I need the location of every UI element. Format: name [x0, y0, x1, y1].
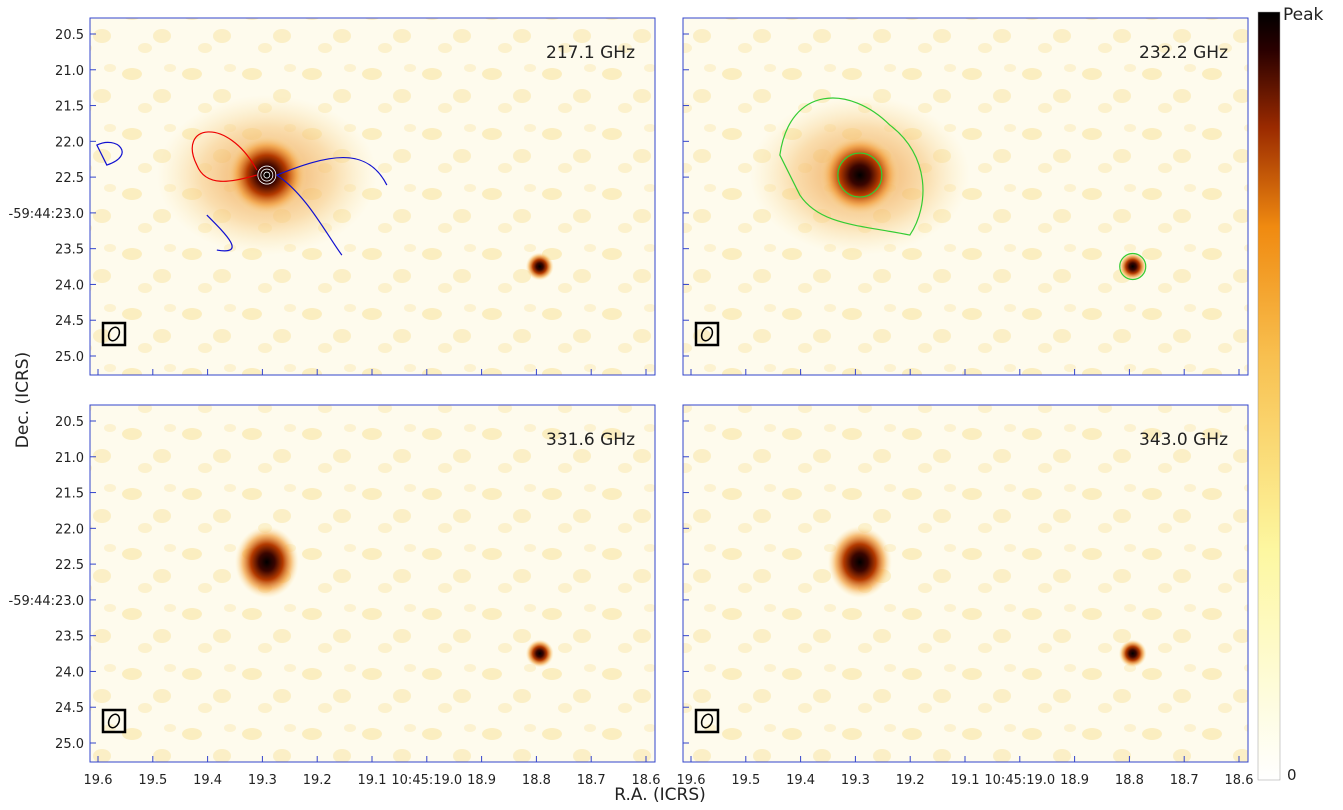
secondary-source [525, 639, 554, 668]
x-tick-label: 19.5 [731, 773, 760, 788]
green-contour [779, 97, 924, 236]
y-tick-label: 24.0 [55, 278, 84, 293]
beam [107, 713, 121, 729]
main-source [234, 526, 299, 599]
redshifted-outflow [191, 131, 258, 182]
secondary-source [1118, 252, 1147, 281]
y-tick-label: 23.5 [55, 630, 84, 645]
x-tick-label: 19.4 [193, 773, 222, 788]
y-tick-label: 24.0 [55, 665, 84, 680]
green-contour [837, 152, 883, 198]
green-contour [1119, 252, 1147, 281]
colorbar-top-label: Peak [1283, 5, 1324, 25]
panel-label: 331.6 GHz [546, 430, 635, 450]
secondary-source [1118, 639, 1147, 668]
main-source [819, 135, 900, 216]
x-tick-label: 19.5 [138, 773, 167, 788]
y-tick-label: 20.5 [55, 28, 84, 43]
y-tick-label: 21.0 [55, 64, 84, 79]
y-tick-label: 23.5 [55, 243, 84, 258]
y-tick-label: 21.5 [55, 100, 84, 115]
main-source [226, 135, 307, 216]
y-tick-label: 25.0 [55, 737, 84, 752]
panels: 217.1 GHz 20.5 21.0 21.5 22.0 22.5 -59:44:23.0… [9, 17, 1254, 788]
y-tick-label: -59:44:23.0 [9, 207, 84, 222]
x-tick-label: 19.1 [358, 773, 387, 788]
y-tick-label: 22.5 [55, 171, 84, 186]
panel-label: 217.1 GHz [546, 43, 635, 63]
x-tick-label: 19.2 [303, 773, 332, 788]
beam [700, 326, 714, 342]
y-tick-label: 21.5 [55, 487, 84, 502]
x-tick-label: 10:45:19.0 [391, 773, 462, 788]
y-tick-label: 24.5 [55, 314, 84, 329]
y-tick-label: 22.0 [55, 522, 84, 537]
x-tick-label: 18.6 [1225, 773, 1254, 788]
x-tick-label: 18.7 [1170, 773, 1199, 788]
y-tick-label: 22.0 [55, 135, 84, 150]
x-tick-label: 18.8 [522, 773, 551, 788]
x-tick-label: 18.8 [1115, 773, 1144, 788]
x-axis-label: R.A. (ICRS) [614, 785, 706, 805]
y-tick-label: 22.5 [55, 558, 84, 573]
blueshifted-outflow [96, 141, 388, 256]
x-tick-label: 19.6 [677, 773, 706, 788]
x-tick-label: 19.2 [896, 773, 925, 788]
contour [257, 165, 277, 185]
beam-box [101, 321, 127, 347]
map-background [683, 405, 1248, 762]
x-tick-label: 19.3 [841, 773, 870, 788]
y-tick-label: 24.5 [55, 701, 84, 716]
panel-label: 232.2 GHz [1139, 43, 1228, 63]
x-tick-label: 19.3 [248, 773, 277, 788]
y-tick-label: 20.5 [55, 415, 84, 430]
main-source [827, 526, 892, 599]
secondary-source [525, 252, 554, 281]
x-tick-label: 19.6 [84, 773, 113, 788]
beam [107, 326, 121, 342]
x-tick-label: 18.7 [577, 773, 606, 788]
colorbar-bottom-label: 0 [1287, 766, 1297, 784]
beam-box [694, 321, 720, 347]
contour [263, 171, 271, 179]
panel-label: 343.0 GHz [1139, 430, 1228, 450]
contour [260, 168, 274, 182]
beam-box [101, 708, 127, 734]
colorbar [1257, 11, 1281, 781]
y-tick-label: -59:44:23.0 [9, 594, 84, 609]
y-axis-label: Dec. (ICRS) [13, 352, 33, 448]
map-background [90, 405, 655, 762]
x-tick-label: 10:45:19.0 [984, 773, 1055, 788]
y-tick-label: 21.0 [55, 451, 84, 466]
x-tick-label: 18.9 [467, 773, 496, 788]
x-tick-label: 18.6 [632, 773, 661, 788]
x-tick-label: 19.1 [951, 773, 980, 788]
beam-box [694, 708, 720, 734]
x-tick-label: 18.9 [1060, 773, 1089, 788]
beam [700, 713, 714, 729]
x-tick-label: 19.4 [786, 773, 815, 788]
y-tick-label: 25.0 [55, 350, 84, 365]
